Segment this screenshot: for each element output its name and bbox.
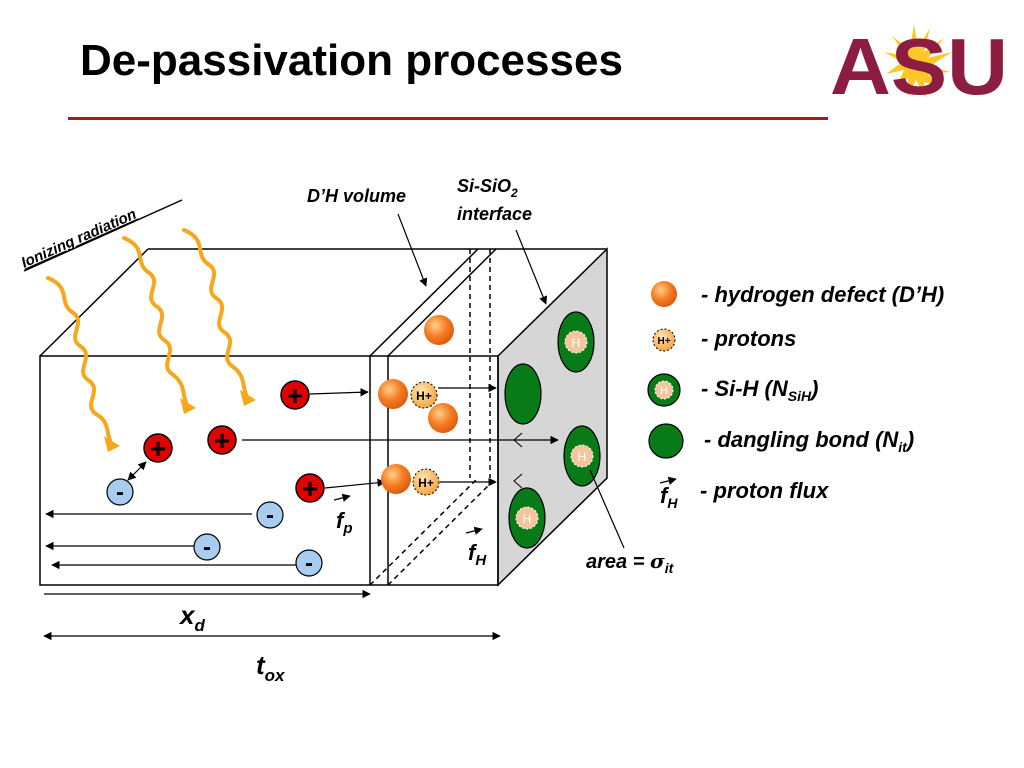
electron-2-sign: - xyxy=(266,502,274,529)
hydrogen-defect-3 xyxy=(428,403,458,433)
interface-label-line1: Si-SiO2 xyxy=(457,176,518,200)
electron-3: - xyxy=(193,533,221,561)
fh-label: fH xyxy=(468,540,487,569)
si-h-bond-3-label: H xyxy=(523,512,532,526)
hole-arrows xyxy=(127,383,559,489)
electron-1-sign: - xyxy=(116,479,124,506)
callout-lines xyxy=(397,213,625,549)
si-h-bond-1: H xyxy=(557,311,595,373)
radiation-arrowheads xyxy=(104,390,256,452)
hole-1: + xyxy=(280,380,310,411)
hidden-flux-hints xyxy=(513,432,523,489)
ionizing-radiation-label: Ionizing radiation xyxy=(19,206,139,272)
hole-4: + xyxy=(295,473,325,504)
electron-4-sign: - xyxy=(305,550,313,577)
legend-dangling-swatch xyxy=(648,423,684,459)
legend-proton-swatch: H+ xyxy=(652,328,676,352)
legend-defect-swatch xyxy=(651,281,677,307)
legend-sih-swatch: H xyxy=(647,373,681,407)
legend-protons-text: - protons xyxy=(701,326,796,351)
asu-sunburst-icon xyxy=(884,24,952,98)
hydrogen-defect-1 xyxy=(424,315,454,345)
legend-flux-text: - proton flux xyxy=(700,478,829,503)
legend-dangling-text: - dangling bond (Nit) xyxy=(704,427,914,455)
slide-title: De-passivation processes xyxy=(80,36,623,85)
si-h-bond-2-label: H xyxy=(578,450,587,464)
electron-4: - xyxy=(295,549,323,577)
legend-proton-swatch-label: H+ xyxy=(657,336,670,347)
dangling-bond-1 xyxy=(504,363,542,425)
legend-sih-text: - Si-H (NSiH) xyxy=(701,376,818,404)
proton-2: H+ xyxy=(412,468,440,496)
hydrogen-defect-4 xyxy=(381,464,411,494)
hole-4-sign: + xyxy=(302,473,318,504)
hole-1-sign: + xyxy=(287,380,303,411)
tox-label: tox xyxy=(256,650,286,685)
si-h-bond-3: H xyxy=(508,487,546,549)
flux-vector-marks xyxy=(333,476,677,535)
title-underline xyxy=(68,117,828,120)
proton-1-label: H+ xyxy=(416,389,432,403)
hole-2-sign: + xyxy=(214,425,230,456)
hole-2: + xyxy=(207,425,237,456)
legend-sih-swatch-label: H xyxy=(660,385,668,397)
dimension-arrows xyxy=(43,589,501,641)
area-label: area = σit xyxy=(586,549,675,576)
hydrogen-defect-2 xyxy=(378,379,408,409)
proton-2-label: H+ xyxy=(418,476,434,490)
asu-logo: ASU xyxy=(830,22,1008,102)
electron-2: - xyxy=(256,501,284,529)
proton-1: H+ xyxy=(410,381,438,409)
fp-label: fp xyxy=(336,508,353,537)
dh-volume-label: D’H volume xyxy=(307,186,406,206)
xd-label: xd xyxy=(178,600,205,635)
radiation-waves xyxy=(46,228,248,442)
si-h-bond-1-label: H xyxy=(572,336,581,350)
electron-arrows xyxy=(45,509,296,570)
legend-flux-symbol: fH xyxy=(660,483,678,511)
si-h-bond-2: H xyxy=(563,425,601,487)
interface-label-line2: interface xyxy=(457,204,532,224)
asu-logo-text: ASU xyxy=(830,22,1008,102)
ionizing-radiation-underline xyxy=(23,199,183,272)
legend-defect-text: - hydrogen defect (D’H) xyxy=(701,282,944,307)
hole-3-sign: + xyxy=(150,433,166,464)
electron-1: - xyxy=(106,478,134,506)
legend: - hydrogen defect (D’H) H+ - protons H -… xyxy=(647,281,944,511)
hole-3: + xyxy=(143,433,173,464)
electron-3-sign: - xyxy=(203,534,211,561)
